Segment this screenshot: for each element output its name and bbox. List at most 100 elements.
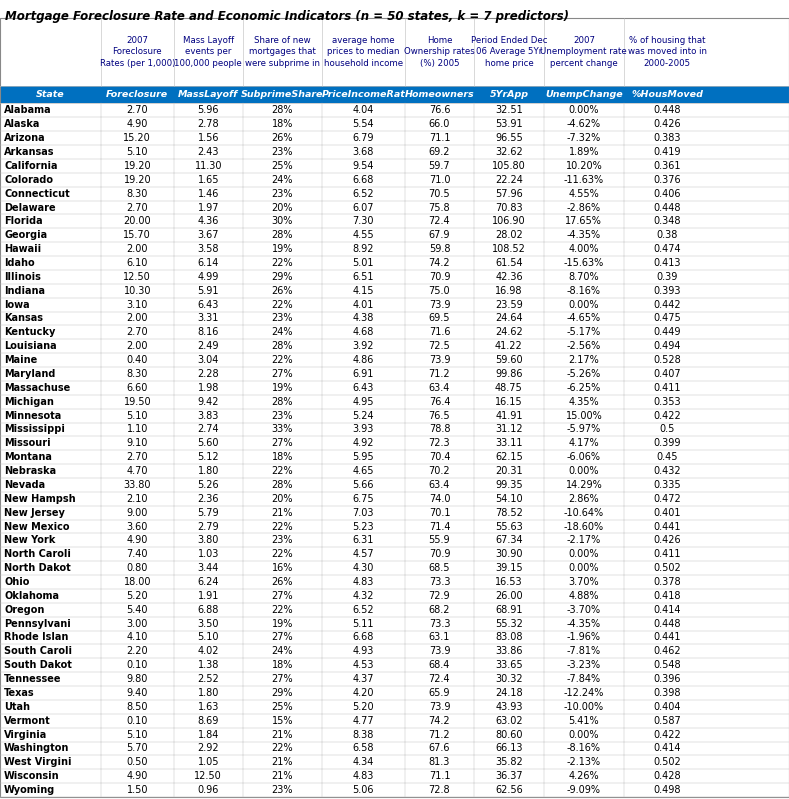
Text: Nevada: Nevada [4,480,45,490]
Text: Pennsylvani: Pennsylvani [4,618,71,629]
Text: 67.34: 67.34 [495,535,523,546]
Text: 33.11: 33.11 [495,439,522,448]
Text: 4.93: 4.93 [353,646,374,656]
Text: 0.528: 0.528 [653,355,681,365]
Text: 2.52: 2.52 [197,674,219,684]
Text: 1.10: 1.10 [126,424,148,435]
Text: 1.84: 1.84 [197,729,219,740]
Text: 74.0: 74.0 [428,494,451,504]
Text: New Hampsh: New Hampsh [4,494,76,504]
Text: 4.26%: 4.26% [569,771,599,781]
Bar [0,506,789,519]
Text: 3.31: 3.31 [197,313,219,324]
Text: 4.90: 4.90 [126,535,148,546]
Text: 76.6: 76.6 [428,105,451,115]
Text: 71.6: 71.6 [428,328,451,337]
Text: North Caroli: North Caroli [4,549,71,559]
Text: 48.75: 48.75 [495,383,523,393]
Text: 5.10: 5.10 [126,729,148,740]
Bar [0,589,789,602]
Text: 4.90: 4.90 [126,771,148,781]
Text: 9.10: 9.10 [126,439,148,448]
Text: -6.25%: -6.25% [567,383,601,393]
Text: 70.2: 70.2 [428,466,451,476]
Bar [0,340,789,353]
Text: 39.15: 39.15 [495,563,523,573]
Text: 33.86: 33.86 [495,646,522,656]
Text: 57.96: 57.96 [495,189,523,199]
Text: 6.68: 6.68 [353,175,374,185]
Text: 1.65: 1.65 [197,175,219,185]
Bar [0,602,789,617]
Text: 4.70: 4.70 [126,466,148,476]
Text: Louisiana: Louisiana [4,341,57,352]
Text: 63.02: 63.02 [495,716,523,725]
Text: 0.378: 0.378 [653,577,681,587]
Text: -1.96%: -1.96% [567,633,601,642]
Text: 70.9: 70.9 [428,272,451,282]
Text: Arizona: Arizona [4,133,46,143]
Text: 3.04: 3.04 [197,355,219,365]
Text: West Virgini: West Virgini [4,757,72,767]
Text: 4.20: 4.20 [353,688,374,698]
Bar [0,617,789,630]
Text: 15%: 15% [271,716,294,725]
Text: Mississippi: Mississippi [4,424,65,435]
Text: 2.78: 2.78 [197,119,219,129]
Text: 6.91: 6.91 [353,369,374,379]
Text: 41.91: 41.91 [495,411,522,420]
Text: 4.17%: 4.17% [569,439,599,448]
Text: Maryland: Maryland [4,369,55,379]
Bar [0,741,789,755]
Text: 5.20: 5.20 [353,702,374,712]
Text: Hawaii: Hawaii [4,244,41,254]
Text: 2.00: 2.00 [126,244,148,254]
Bar [0,645,789,658]
Text: 72.4: 72.4 [428,217,451,226]
Text: 36.37: 36.37 [495,771,523,781]
Text: 0.432: 0.432 [653,466,681,476]
Text: 4.15: 4.15 [353,286,374,296]
Text: 0.502: 0.502 [653,757,681,767]
Text: 7.03: 7.03 [353,507,374,518]
Text: 62.15: 62.15 [495,452,523,462]
Text: -7.84%: -7.84% [567,674,601,684]
Text: -7.32%: -7.32% [567,133,601,143]
Text: 0.502: 0.502 [653,563,681,573]
Text: 63.4: 63.4 [428,383,451,393]
Text: 6.14: 6.14 [197,258,219,268]
Text: 33%: 33% [271,424,294,435]
Text: 43.93: 43.93 [495,702,522,712]
Bar [0,700,789,714]
Text: 5.10: 5.10 [126,147,148,157]
Text: 4.00%: 4.00% [569,244,599,254]
Text: Homeowners: Homeowners [405,90,474,99]
Text: 3.67: 3.67 [197,230,219,240]
Bar [0,658,789,672]
Text: 33.65: 33.65 [495,660,523,670]
Bar [0,714,789,728]
Text: 3.00: 3.00 [126,618,148,629]
Text: 2.70: 2.70 [126,202,148,213]
Text: 9.54: 9.54 [353,161,374,171]
Text: 28%: 28% [271,341,294,352]
Text: 0.353: 0.353 [653,397,681,407]
Text: 0.406: 0.406 [653,189,681,199]
Text: 8.16: 8.16 [197,328,219,337]
Text: 0.419: 0.419 [653,147,681,157]
Text: 12.50: 12.50 [194,771,222,781]
Text: 0.00%: 0.00% [569,729,599,740]
Bar [0,783,789,797]
Text: PriceIncomeRat: PriceIncomeRat [321,90,406,99]
Text: 5.23: 5.23 [353,522,374,531]
Text: 5.11: 5.11 [353,618,374,629]
Text: 6.79: 6.79 [353,133,374,143]
Text: 78.52: 78.52 [495,507,523,518]
Text: 2007
Foreclosure
Rates (per 1,000): 2007 Foreclosure Rates (per 1,000) [99,37,175,68]
Text: 25%: 25% [271,161,294,171]
Text: 4.35%: 4.35% [569,397,599,407]
Text: 18%: 18% [271,452,294,462]
Bar [0,312,789,325]
Text: 3.83: 3.83 [197,411,219,420]
Text: 73.9: 73.9 [428,355,451,365]
